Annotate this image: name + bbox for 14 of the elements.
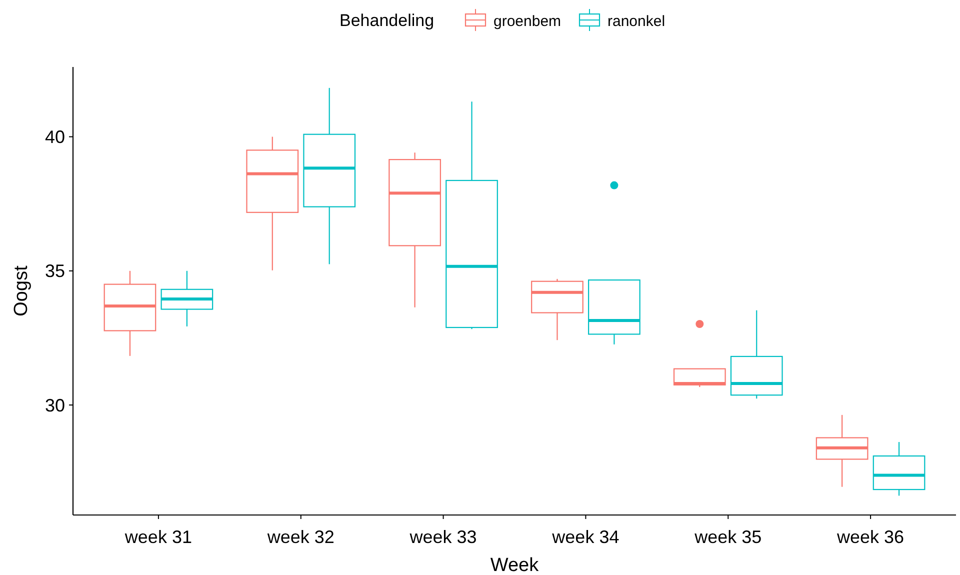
x-tick-label: week 34: [551, 527, 620, 547]
x-axis-title: Week: [490, 555, 540, 575]
y-tick-label: 35: [44, 261, 65, 282]
y-tick-label: 30: [44, 395, 65, 416]
x-tick-label: week 33: [408, 527, 477, 547]
y-axis-title: Oogst: [11, 264, 32, 316]
y-tick-label: 40: [44, 127, 65, 148]
legend-title: Behandeling: [340, 11, 434, 30]
x-tick-label: week 35: [694, 527, 762, 547]
x-tick-label: week 31: [124, 527, 192, 547]
x-tick-label: week 32: [266, 527, 334, 547]
legend-label: ranonkel: [608, 13, 666, 30]
legend-label: groenbem: [494, 13, 562, 30]
x-tick-label: week 36: [836, 527, 904, 547]
